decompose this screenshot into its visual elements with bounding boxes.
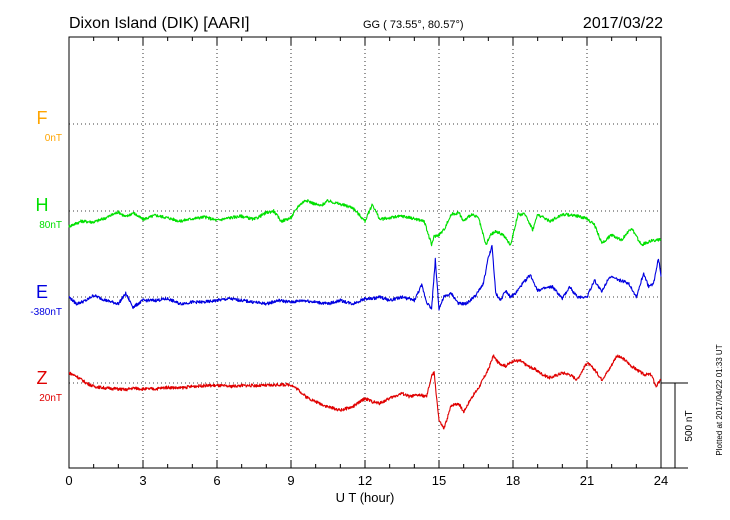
x-tick-label: 3 <box>139 473 146 488</box>
series-offset-h: 80nT <box>39 220 62 231</box>
scale-bar: 500 nT <box>661 382 695 469</box>
grid-lines <box>69 37 661 468</box>
x-tick-label: 9 <box>287 473 294 488</box>
x-axis-ticks <box>68 37 662 468</box>
x-axis-label: U T (hour) <box>336 490 395 505</box>
scale-bar-label: 500 nT <box>684 410 695 441</box>
date-label: 2017/03/22 <box>583 15 663 32</box>
series-label-e: E <box>36 282 48 302</box>
x-tick-label: 15 <box>432 473 446 488</box>
x-tick-label: 18 <box>506 473 520 488</box>
x-axis-tick-labels: 0 3 6 9 12 15 18 21 24 <box>65 473 668 488</box>
series-line-h <box>68 198 662 247</box>
series-offset-z: 20nT <box>39 393 62 404</box>
x-tick-label: 12 <box>358 473 372 488</box>
series-label-h: H <box>36 195 49 215</box>
x-tick-label: 0 <box>65 473 72 488</box>
coordinates-label: GG ( 73.55°, 80.57°) <box>363 19 464 31</box>
series-label-f: F <box>37 108 48 128</box>
series-offset-f: 0nT <box>45 133 62 144</box>
x-tick-label: 6 <box>213 473 220 488</box>
series-line-e <box>68 244 662 311</box>
x-tick-label: 24 <box>654 473 668 488</box>
series-curves <box>68 198 662 430</box>
series-label-z: Z <box>37 368 48 388</box>
plotted-at-note: Plotted at 2017/04/22 01:33 UT <box>715 344 724 455</box>
series-line-z <box>68 354 662 430</box>
station-title: Dixon Island (DIK) [AARI] <box>69 15 250 32</box>
series-offset-e: -380nT <box>30 307 62 318</box>
x-tick-label: 21 <box>580 473 594 488</box>
